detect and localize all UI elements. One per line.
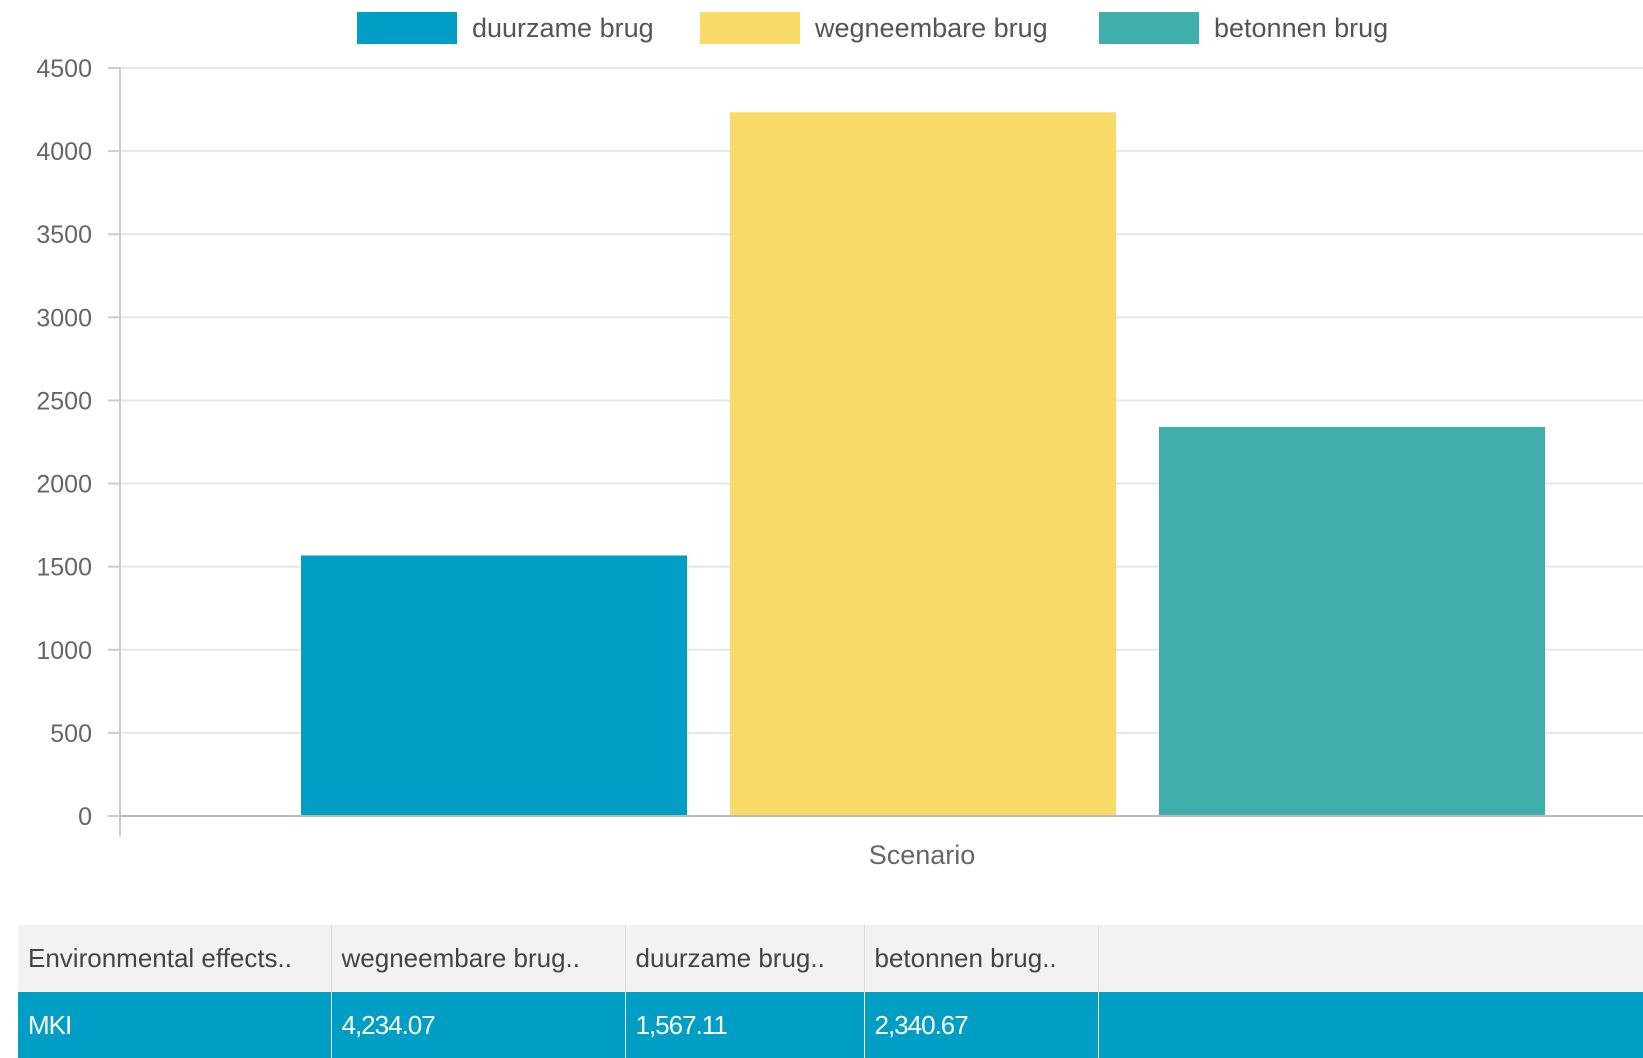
header-betonnen-brug[interactable]: betonnen brug..: [864, 925, 1098, 992]
x-axis-label: Scenario: [869, 840, 976, 870]
y-tick-label: 1500: [36, 554, 92, 582]
y-tick-labels: 0 500 1000 1500 2000 2500 3000 3500 4000 4500: [36, 55, 120, 831]
table-row[interactable]: MKI 4,234.07 1,567.11 2,340.67: [18, 992, 1643, 1058]
header-wegneembare-brug[interactable]: wegneembare brug..: [331, 925, 625, 992]
header-empty: [1098, 925, 1643, 992]
y-tick-label: 500: [50, 720, 92, 748]
y-tick-label: 2500: [36, 387, 92, 415]
y-tick-label: 3000: [36, 304, 92, 332]
header-environmental-effects[interactable]: Environmental effects..: [18, 925, 331, 992]
bar-chart: 0 500 1000 1500 2000 2500 3000 3500 4000 4500 duu…: [0, 0, 1643, 925]
header-duurzame-brug[interactable]: duurzame brug..: [625, 925, 864, 992]
y-tick-label: 2000: [36, 471, 92, 499]
y-tick-label: 0: [78, 803, 92, 831]
legend-swatch[interactable]: [357, 12, 457, 44]
table-header-row: Environmental effects.. wegneembare brug…: [18, 925, 1643, 992]
legend-swatch[interactable]: [700, 12, 800, 44]
bar-betonnen-brug[interactable]: [1159, 427, 1545, 816]
y-tick-label: 4000: [36, 138, 92, 166]
legend-label[interactable]: wegneembare brug: [814, 13, 1048, 43]
y-tick-label: 3500: [36, 221, 92, 249]
bars: [301, 112, 1545, 816]
legend-label[interactable]: duurzame brug: [472, 13, 654, 43]
y-tick-label: 1000: [36, 637, 92, 665]
y-tick-label: 4500: [36, 55, 92, 83]
bar-wegneembare-brug[interactable]: [730, 112, 1116, 816]
cell-metric: MKI: [18, 992, 331, 1058]
cell-duurzame-brug: 1,567.11: [625, 992, 864, 1058]
legend-swatch[interactable]: [1099, 12, 1199, 44]
bar-duurzame-brug[interactable]: [301, 556, 687, 816]
cell-betonnen-brug: 2,340.67: [864, 992, 1098, 1058]
cell-empty: [1098, 992, 1643, 1058]
legend-label[interactable]: betonnen brug: [1214, 13, 1388, 43]
legend: duurzame brug wegneembare brug betonnen br…: [357, 12, 1388, 44]
data-table: Environmental effects.. wegneembare brug…: [18, 925, 1643, 1058]
cell-wegneembare-brug: 4,234.07: [331, 992, 625, 1058]
